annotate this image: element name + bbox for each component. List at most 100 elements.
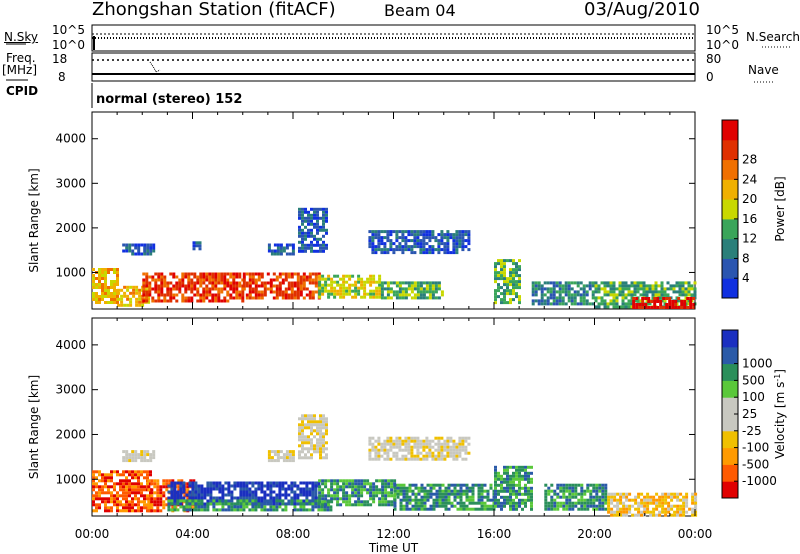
heatmap-cell: [407, 245, 411, 249]
heatmap-cell: [281, 499, 285, 503]
heatmap-cell: [374, 445, 378, 449]
heatmap-cell: [615, 296, 619, 300]
heatmap-cell: [298, 435, 301, 439]
heatmap-cell: [518, 277, 521, 281]
heatmap-cell: [515, 471, 518, 475]
freq-label-2: [MHz]: [2, 63, 38, 77]
heatmap-cell: [419, 233, 423, 237]
heatmap-cell: [269, 505, 273, 509]
heatmap-cell: [157, 287, 161, 291]
heatmap-cell: [567, 293, 571, 297]
heatmap-cell: [317, 508, 321, 512]
heatmap-cell: [459, 483, 463, 487]
heatmap-cell: [431, 451, 435, 455]
colorbar-swatch: [722, 120, 738, 141]
heatmap-cell: [592, 486, 596, 490]
heatmap-cell: [422, 239, 426, 243]
heatmap-cell: [238, 296, 242, 300]
heatmap-cell: [131, 491, 134, 495]
heatmap-cell: [592, 504, 596, 508]
heatmap-cell: [431, 281, 435, 285]
heatmap-cell: [640, 510, 644, 514]
heatmap-cell: [322, 207, 325, 211]
heatmap-cell: [458, 233, 462, 237]
heatmap-cell: [308, 502, 312, 506]
heatmap-cell: [180, 479, 184, 483]
heatmap-cell: [206, 502, 210, 506]
heatmap-cell: [594, 299, 598, 303]
heatmap-cell: [389, 448, 393, 452]
heatmap-cell: [239, 496, 243, 500]
heatmap-cell: [157, 275, 161, 279]
heatmap-cell: [339, 277, 343, 281]
heatmap-cell: [257, 505, 261, 509]
heatmap-cell: [455, 448, 459, 452]
heatmap-cell: [254, 293, 258, 297]
heatmap-cell: [634, 507, 638, 511]
heatmap-cell: [622, 504, 626, 508]
heatmap-cell: [263, 290, 267, 294]
heatmap-cell: [459, 507, 463, 511]
heatmap-cell: [383, 457, 387, 461]
heatmap-cell: [447, 492, 451, 496]
heatmap-cell: [679, 504, 683, 508]
heatmap-cell: [524, 498, 527, 502]
heatmap-cell: [655, 507, 659, 511]
heatmap-cell: [327, 479, 331, 483]
heatmap-cell: [119, 500, 122, 504]
heatmap-cell: [276, 456, 280, 460]
heatmap-cell: [173, 493, 177, 497]
heatmap-cell: [449, 439, 453, 443]
heatmap-cell: [166, 287, 170, 291]
heatmap-cell: [215, 502, 219, 506]
heatmap-cell: [147, 500, 151, 504]
heatmap-cell: [345, 497, 349, 501]
heatmap-cell: [691, 501, 695, 505]
colorbar-swatch: [722, 481, 738, 499]
heatmap-cell: [635, 306, 639, 309]
heatmap-cell: [375, 289, 379, 293]
heatmap-cell: [146, 249, 150, 253]
heatmap-cell: [675, 281, 679, 285]
heatmap-cell: [440, 233, 444, 237]
heatmap-cell: [305, 499, 309, 503]
heatmap-cell: [342, 485, 346, 489]
heatmap-cell: [120, 300, 124, 304]
heatmap-cell: [461, 457, 465, 461]
heatmap-cell: [140, 485, 143, 489]
heatmap-cell: [687, 281, 691, 285]
heatmap-cell: [586, 498, 590, 502]
heatmap-cell: [190, 284, 194, 288]
heatmap-cell: [435, 504, 439, 508]
data-region-power-10: [380, 281, 444, 300]
heatmap-cell: [202, 278, 206, 282]
heatmap-cell: [589, 504, 593, 508]
heatmap-cell: [143, 506, 146, 510]
heatmap-cell: [242, 272, 246, 276]
heatmap-cell: [643, 504, 647, 508]
heatmap-cell: [212, 484, 216, 488]
heatmap-cell: [181, 296, 185, 300]
heatmap-cell: [410, 436, 414, 440]
heatmap-cell: [248, 487, 252, 491]
heatmap-cell: [305, 496, 309, 500]
heatmap-cell: [197, 499, 201, 503]
heatmap-cell: [178, 281, 182, 285]
heatmap-cell: [582, 299, 586, 303]
heatmap-cell: [266, 502, 270, 506]
heatmap-cell: [627, 302, 631, 306]
heatmap-cell: [446, 448, 450, 452]
heatmap-cell: [461, 236, 465, 240]
heatmap-cell: [685, 498, 689, 502]
x-tick-label: 00:00: [678, 527, 713, 541]
heatmap-cell: [641, 306, 645, 309]
heatmap-cell: [443, 445, 447, 449]
heatmap-cell: [390, 482, 394, 486]
heatmap-cell: [214, 293, 218, 297]
heatmap-cell: [279, 243, 283, 247]
heatmap-cell: [95, 301, 98, 304]
heatmap-cell: [242, 487, 246, 491]
heatmap-cell: [494, 480, 497, 484]
heatmap-cell: [316, 249, 319, 253]
heatmap-cell: [314, 484, 318, 488]
